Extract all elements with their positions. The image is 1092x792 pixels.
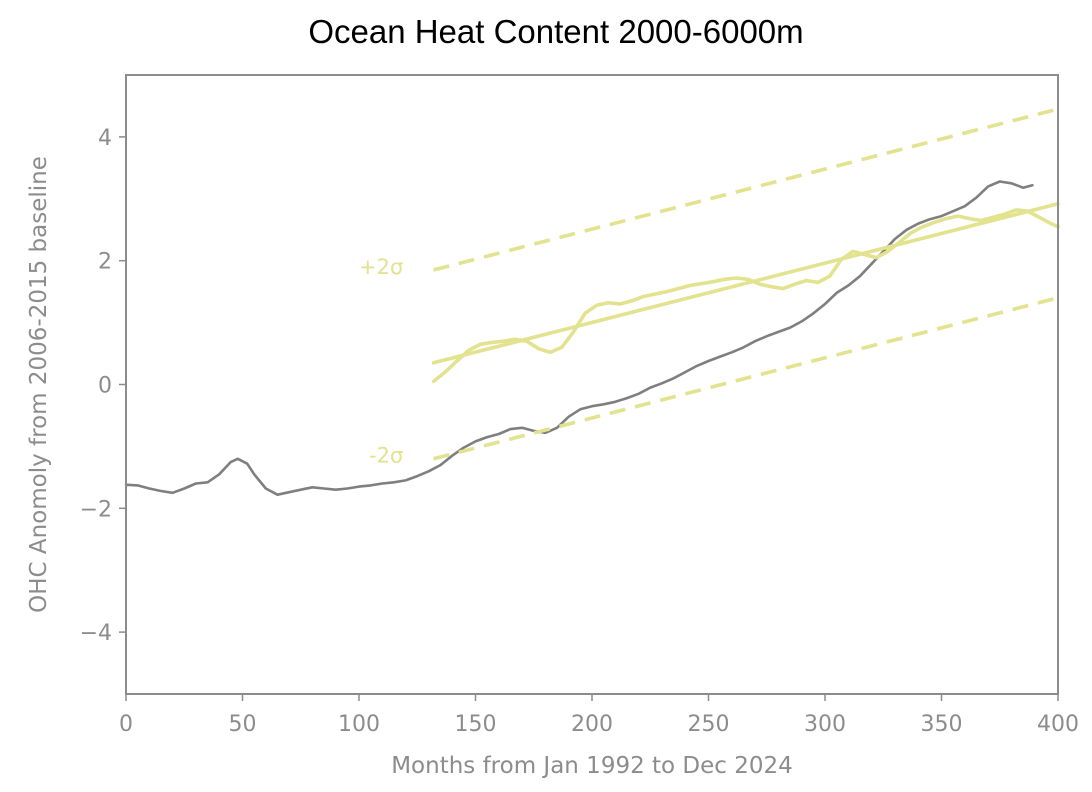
trend-series-line — [431, 202, 1060, 365]
y-tick-label: 2 — [98, 250, 112, 275]
sigma-band-label: +2σ — [359, 255, 403, 279]
model-series-line — [431, 208, 1060, 384]
y-tick-label: 0 — [98, 374, 112, 399]
chart-title: Ocean Heat Content 2000-6000m — [308, 13, 804, 50]
x-tick-label: 350 — [921, 712, 963, 737]
x-tick-label: 150 — [455, 712, 497, 737]
series-layer — [124, 107, 1060, 497]
plot-frame — [125, 74, 1059, 695]
x-axis-label: Months from Jan 1992 to Dec 2024 — [391, 753, 793, 779]
plus-2-sigma-series-line — [433, 107, 1059, 272]
x-tick-label: 300 — [804, 712, 846, 737]
minus-2-sigma-series-line — [433, 296, 1059, 461]
annotation-layer: +2σ -2σ — [359, 255, 403, 468]
x-tick-label: 100 — [338, 712, 380, 737]
x-tick-label: 0 — [119, 712, 133, 737]
y-tick-label: −4 — [80, 621, 112, 646]
x-tick-label: 250 — [688, 712, 730, 737]
x-tick-label: 400 — [1037, 712, 1079, 737]
sigma-band-label: -2σ — [369, 444, 403, 468]
y-tick-label: −2 — [80, 497, 112, 522]
y-tick-label: 4 — [98, 126, 112, 151]
tick-layer: 0 50 100 150 200 250 300 350 400 −4 −2 0 2 4 — [80, 126, 1079, 737]
y-axis-label: OHC Anomoly from 2006-2015 baseline — [26, 156, 52, 613]
x-tick-label: 50 — [229, 712, 257, 737]
x-tick-label: 200 — [571, 712, 613, 737]
